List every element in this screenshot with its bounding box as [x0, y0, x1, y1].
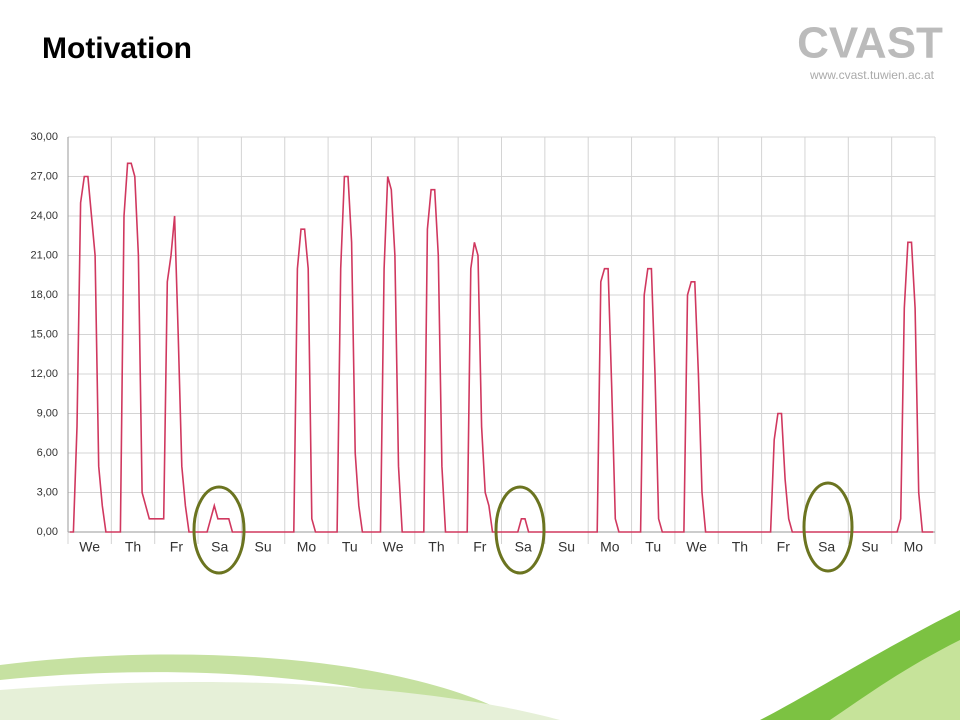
x-tick-label: Su [861, 539, 878, 555]
x-tick-label: Sa [818, 539, 835, 555]
logo: CVAST [797, 19, 943, 68]
x-tick-label: Tu [645, 539, 661, 555]
slide-title: Motivation [42, 32, 192, 65]
highlight [802, 481, 854, 573]
x-tick-label: We [79, 539, 100, 555]
x-tick-label: Mo [600, 539, 620, 555]
highlight [494, 485, 546, 575]
data-line [69, 162, 934, 533]
swoosh [0, 610, 960, 720]
x-tick-label: Fr [170, 539, 184, 555]
y-tick-label: 3,00 [37, 486, 58, 498]
highlight [192, 485, 246, 575]
x-tick-label: Sa [515, 539, 532, 555]
x-tick-label: Su [255, 539, 272, 555]
x-tick-label: Th [732, 539, 748, 555]
y-tick-label: 0,00 [37, 526, 58, 538]
highlight-circles [192, 481, 854, 575]
x-tick-label: Mo [297, 539, 317, 555]
x-tick-label: Su [558, 539, 575, 555]
y-tick-label: 12,00 [30, 368, 58, 380]
y-tick-label: 15,00 [30, 328, 58, 340]
x-tick-label: We [383, 539, 404, 555]
x-tick-label: Tu [342, 539, 358, 555]
y-tick-label: 30,00 [30, 131, 58, 143]
logo-url: www.cvast.tuwien.ac.at [809, 68, 935, 82]
x-tick-label: Fr [777, 539, 791, 555]
x-tick-label: Th [125, 539, 141, 555]
x-tick-label: We [686, 539, 707, 555]
y-tick-label: 27,00 [30, 170, 58, 182]
x-tick-label: Sa [211, 539, 228, 555]
x-tick-label: Th [428, 539, 444, 555]
plot: 0,00 3,00 6,00 9,00 12,00 15,00 18,00 21,00 24,0… [30, 131, 936, 555]
y-tick-label: 6,00 [37, 447, 58, 459]
y-tick-label: 18,00 [30, 289, 58, 301]
y-tick-label: 9,00 [37, 407, 58, 419]
x-tick-label: Fr [473, 539, 487, 555]
x-tick-label: Mo [904, 539, 924, 555]
y-tick-label: 24,00 [30, 210, 58, 222]
y-tick-label: 21,00 [30, 249, 58, 261]
